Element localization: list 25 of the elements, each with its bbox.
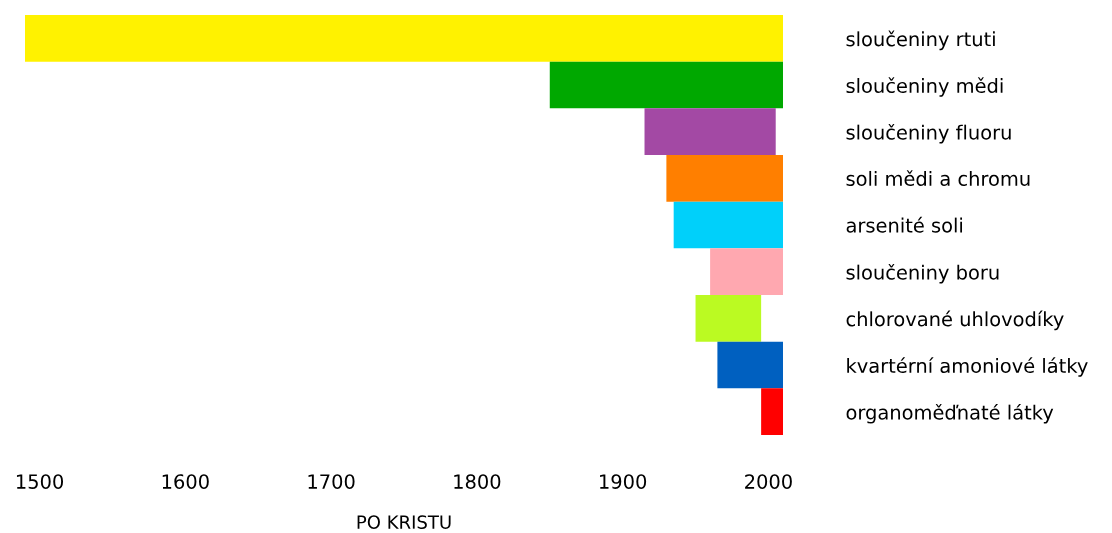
bar: [717, 341, 783, 389]
x-tick-label: 1900: [600, 474, 647, 489]
y-tick-label: soli mědi a chromu: [846, 170, 1030, 186]
y-tick-label: chlorované uhlovodíky: [846, 310, 1064, 331]
bar: [549, 61, 783, 109]
y-tick-label: arsenité soli: [846, 216, 962, 233]
y-tick-label: sloučeniny boru: [846, 263, 999, 284]
y-tick-label: sloučeniny mědi: [846, 77, 1003, 97]
bar: [695, 295, 762, 342]
y-tick-label: sloučeniny rtuti: [846, 30, 995, 51]
bar: [666, 155, 783, 202]
y-tick-label: kvartérní amoniové látky: [847, 357, 1088, 377]
y-tick-label: organoměďnaté látky: [846, 403, 1054, 424]
x-tick-label: 1800: [454, 474, 501, 489]
x-tick-label: 1500: [16, 474, 64, 489]
bar: [644, 108, 776, 155]
bar: [761, 388, 783, 435]
y-tick-label: sloučeniny fluoru: [846, 123, 1011, 144]
bar: [25, 15, 783, 62]
x-tick-label: 2000: [745, 474, 792, 489]
bar: [673, 201, 783, 249]
x-axis-title: PO KRISTU: [357, 515, 451, 529]
x-tick-label: 1700: [308, 474, 355, 489]
x-tick-label: 1600: [162, 474, 209, 489]
bar: [710, 248, 783, 295]
